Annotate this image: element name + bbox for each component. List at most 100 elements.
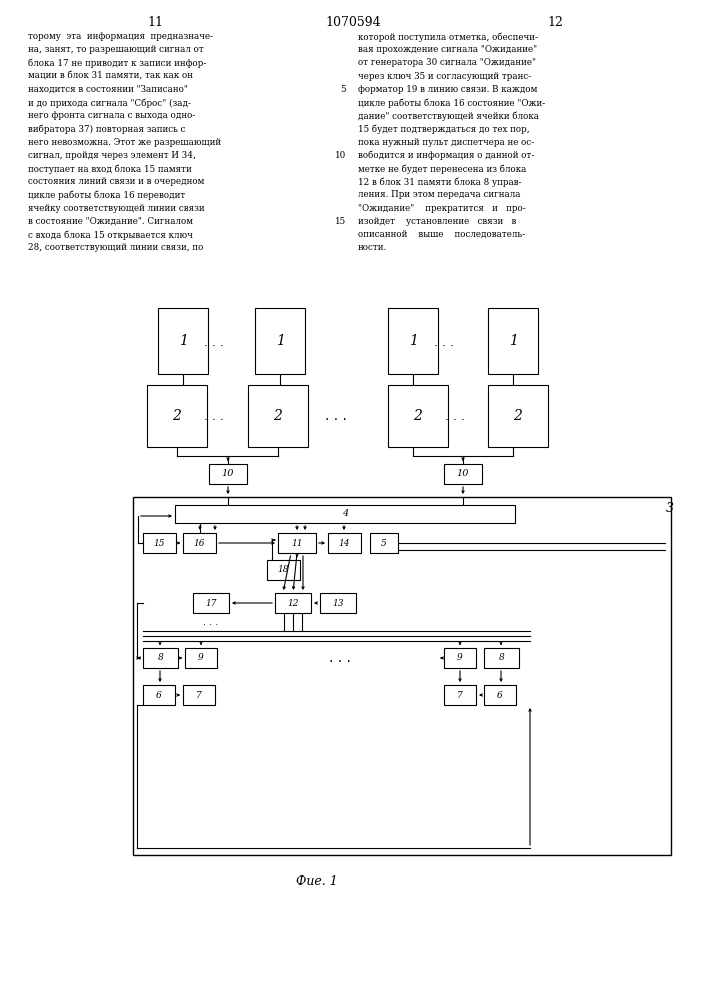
Text: 15 будет подтверждаться до тех пор,: 15 будет подтверждаться до тех пор, [358,124,530,134]
Text: торому  эта  информация  предназначе-: торому эта информация предназначе- [28,32,213,41]
Bar [143,685,175,705]
Bar [484,648,519,668]
Text: вибратора 37) повторная запись с: вибратора 37) повторная запись с [28,124,185,134]
Bar [143,648,178,668]
Text: вая прохождение сигнала "Ожидание": вая прохождение сигнала "Ожидание" [358,45,537,54]
Text: 13: 13 [332,598,344,607]
Text: "Ожидание"    прекратится   и   про-: "Ожидание" прекратится и про- [358,204,526,213]
Bar [183,685,215,705]
Text: 4: 4 [342,510,348,518]
Text: пока нужный пульт диспетчера не ос-: пока нужный пульт диспетчера не ос- [358,138,534,147]
Text: . . .: . . . [445,410,465,422]
Text: него невозможна. Этот же разрешающий: него невозможна. Этот же разрешающий [28,138,221,147]
Text: 1: 1 [179,334,187,348]
Text: находится в состоянии "Записано": находится в состоянии "Записано" [28,85,188,94]
Bar [158,308,208,374]
Bar [175,505,515,523]
Text: . . .: . . . [204,617,218,627]
Text: 6: 6 [156,690,162,700]
Text: 2: 2 [414,409,423,423]
Text: 1: 1 [276,334,284,348]
Text: цикле работы блока 16 состояние "Ожи-: цикле работы блока 16 состояние "Ожи- [358,98,545,107]
Text: вободится и информация о данной от-: вободится и информация о данной от- [358,151,534,160]
Text: 8: 8 [158,654,163,662]
Text: 18: 18 [278,566,289,574]
Text: 6: 6 [497,690,503,700]
Bar [183,533,216,553]
Bar [193,593,229,613]
Bar [143,533,176,553]
Text: 10: 10 [222,470,234,479]
Text: 1: 1 [409,334,417,348]
Text: . . .: . . . [434,336,454,349]
Bar [444,648,476,668]
Text: 2: 2 [173,409,182,423]
Text: цикле работы блока 16 переводит: цикле работы блока 16 переводит [28,190,185,200]
Bar [388,308,438,374]
Text: . . .: . . . [204,336,224,349]
Text: с входа блока 15 открывается ключ: с входа блока 15 открывается ключ [28,230,193,239]
Text: 5: 5 [341,85,346,94]
Text: 10: 10 [334,151,346,160]
Text: 14: 14 [339,538,350,548]
Text: 15: 15 [335,217,346,226]
Text: 11: 11 [291,538,303,548]
Text: сигнал, пройдя через элемент И 34,: сигнал, пройдя через элемент И 34, [28,151,196,160]
Text: на, занят, то разрешающий сигнал от: на, занят, то разрешающий сигнал от [28,45,204,54]
Text: 9: 9 [198,654,204,662]
Text: 7: 7 [457,690,463,700]
Text: 3: 3 [666,502,674,515]
Text: 1070594: 1070594 [325,16,381,29]
Bar [248,385,308,447]
Text: 10: 10 [457,470,469,479]
Bar [444,685,476,705]
Bar [275,593,311,613]
Text: . . .: . . . [329,651,351,665]
Text: 1: 1 [508,334,518,348]
Bar [328,533,361,553]
Text: . . .: . . . [204,410,224,422]
Text: 16: 16 [194,538,205,548]
Text: которой поступила отметка, обеспечи-: которой поступила отметка, обеспечи- [358,32,538,41]
Text: в состояние "Ожидание". Сигналом: в состояние "Ожидание". Сигналом [28,217,193,226]
Text: 2: 2 [513,409,522,423]
Bar [278,533,316,553]
Bar [185,648,217,668]
Text: изойдет    установление   связи   в: изойдет установление связи в [358,217,516,226]
Text: ячейку соответствующей линии связи: ячейку соответствующей линии связи [28,204,204,213]
Text: от генератора 30 сигнала "Ожидание": от генератора 30 сигнала "Ожидание" [358,58,536,67]
Text: описанной    выше    последователь-: описанной выше последователь- [358,230,525,239]
Text: 12 в блок 31 памяти блока 8 управ-: 12 в блок 31 памяти блока 8 управ- [358,177,522,187]
Bar [488,308,538,374]
Text: . . .: . . . [325,409,347,423]
Text: 12: 12 [287,598,299,607]
Bar [320,593,356,613]
Bar [133,497,671,855]
Bar [370,533,398,553]
Text: 5: 5 [381,538,387,548]
Bar [147,385,207,447]
Bar [388,385,448,447]
Text: форматор 19 в линию связи. В каждом: форматор 19 в линию связи. В каждом [358,85,537,94]
Text: блока 17 не приводит к записи инфор-: блока 17 не приводит к записи инфор- [28,58,206,68]
Text: него фронта сигнала с выхода одно-: него фронта сигнала с выхода одно- [28,111,195,120]
Bar [484,685,516,705]
Text: 7: 7 [196,690,202,700]
Text: дание" соответствующей ячейки блока: дание" соответствующей ячейки блока [358,111,539,121]
Text: 17: 17 [205,598,217,607]
Bar [255,308,305,374]
Bar [488,385,548,447]
Text: 8: 8 [498,654,504,662]
Text: и до прихода сигнала "Сброс" (зад-: и до прихода сигнала "Сброс" (зад- [28,98,191,107]
Bar [209,464,247,484]
Text: мации в блок 31 памяти, так как он: мации в блок 31 памяти, так как он [28,72,193,81]
Text: 28, соответствующий линии связи, по: 28, соответствующий линии связи, по [28,243,204,252]
Text: 11: 11 [147,16,163,29]
Text: 2: 2 [274,409,282,423]
Text: Фие. 1: Фие. 1 [296,875,338,888]
Text: 12: 12 [547,16,563,29]
Text: через ключ 35 и согласующий транс-: через ключ 35 и согласующий транс- [358,72,531,81]
Text: состояния линий связи и в очередном: состояния линий связи и в очередном [28,177,204,186]
Text: 9: 9 [457,654,463,662]
Text: ности.: ности. [358,243,387,252]
